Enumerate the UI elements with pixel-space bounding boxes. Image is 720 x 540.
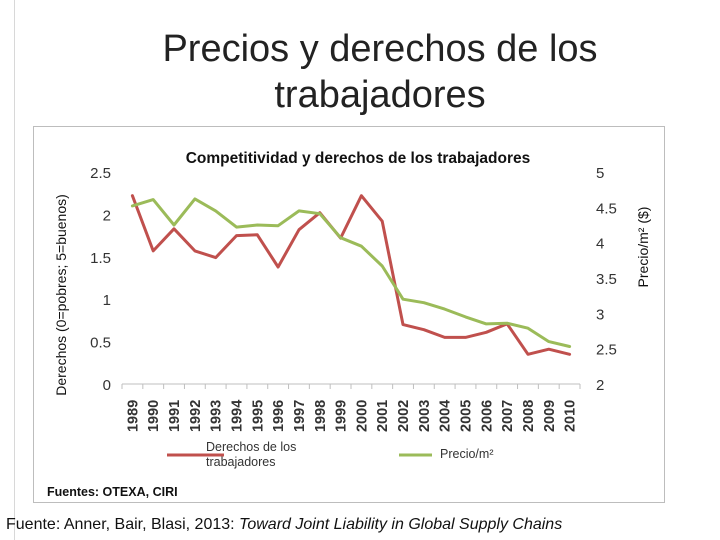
slide-left-rule (14, 0, 15, 540)
chart-source-note: Fuentes: OTEXA, CIRI (47, 485, 178, 499)
line-chart: Competitividad y derechos de los trabaja… (47, 150, 651, 499)
x-tick-label: 1995 (250, 400, 266, 432)
x-tick-label: 1996 (271, 400, 287, 432)
x-tick-label: 1989 (125, 400, 141, 432)
legend: Derechos de los trabajadores Precio/m² (167, 440, 493, 469)
left-tick-label: 1.5 (90, 250, 111, 267)
x-tick-label: 2001 (375, 400, 391, 432)
right-tick-label: 3.5 (596, 271, 617, 288)
slide-title-line-1: Precios y derechos de los (162, 28, 598, 70)
x-tick-label: 2010 (563, 400, 579, 432)
x-tick-label: 2003 (417, 400, 433, 432)
right-tick-label: 4 (596, 236, 604, 253)
series (130, 194, 572, 356)
slide-title: Precios y derechos de los trabajadores (60, 26, 700, 118)
x-tick-label: 1990 (146, 400, 162, 432)
x-tick-label: 2006 (479, 400, 495, 432)
left-tick-label: 2.5 (90, 165, 111, 182)
left-tick-label: 2 (103, 207, 111, 224)
left-axis-label: Derechos (0=pobres; 5=buenos) (53, 194, 69, 396)
x-tick-label: 2004 (438, 400, 454, 432)
x-tick-label: 2002 (396, 400, 412, 432)
right-tick-label: 3 (596, 306, 604, 323)
right-tick-label: 2 (596, 377, 604, 394)
right-tick-label: 5 (596, 165, 604, 182)
x-tick-label: 1992 (188, 400, 204, 432)
x-tick-label: 1997 (292, 400, 308, 432)
legend-label: Derechos de los trabajadores (206, 440, 296, 469)
left-tick-label: 0 (103, 377, 111, 394)
slide-title-line-2: trabajadores (274, 74, 486, 116)
price-series-line (130, 197, 572, 348)
x-tick-label: 2007 (500, 400, 516, 432)
right-tick-label: 2.5 (596, 342, 617, 359)
chart-frame: Competitividad y derechos de los trabaja… (33, 126, 665, 503)
x-tick-label: 2008 (521, 400, 537, 432)
left-tick-label: 0.5 (90, 335, 111, 352)
footer-source-title: Toward Joint Liability in Global Supply … (239, 516, 563, 533)
footer-source: Fuente: Anner, Bair, Blasi, 2013: Toward… (6, 516, 562, 534)
axes: 0 0.5 1 1.5 2 2.5 2 2.5 3 3.5 4 4.5 5 1989 1990 1991 199… (90, 165, 617, 432)
x-tick-label: 1999 (334, 400, 350, 432)
x-tick-label: 1993 (209, 400, 225, 432)
x-tick-label: 2009 (542, 400, 558, 432)
x-tick-label: 2005 (459, 400, 475, 432)
chart-title: Competitividad y derechos de los trabaja… (186, 150, 531, 167)
x-tick-label: 1994 (230, 400, 246, 432)
x-tick-label: 2000 (354, 400, 370, 432)
right-tick-label: 4.5 (596, 200, 617, 217)
footer-source-prefix: Fuente: Anner, Bair, Blasi, 2013: (6, 516, 240, 533)
right-axis-label: Precio/m² ($) (635, 207, 651, 288)
x-tick-label: 1998 (313, 400, 329, 432)
legend-label: Precio/m² (440, 447, 493, 461)
left-tick-label: 1 (103, 292, 111, 309)
x-tick-label: 1991 (167, 400, 183, 432)
rights-series-line (130, 194, 572, 356)
